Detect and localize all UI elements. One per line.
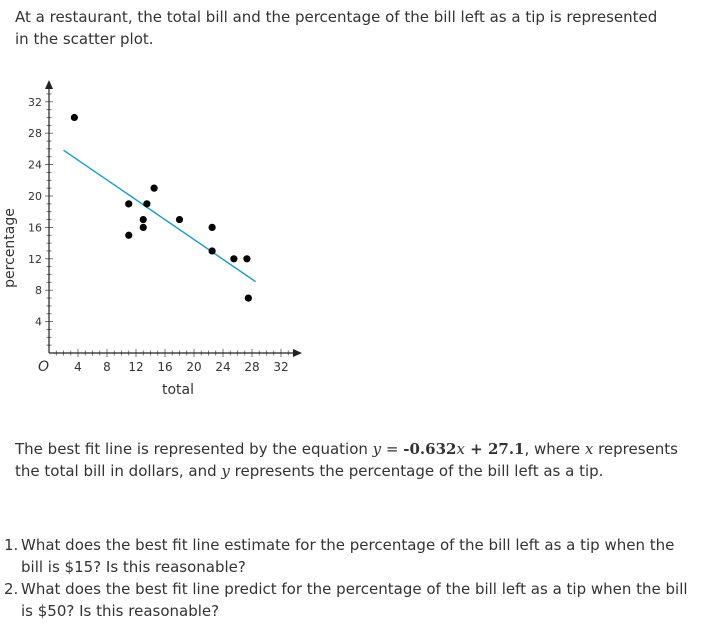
y-axis-label: percentage	[2, 208, 18, 288]
question-item: 1. What does the best fit line estimate f…	[0, 534, 690, 578]
x-tick-label: 24	[215, 360, 230, 374]
origin-label: O	[38, 359, 49, 375]
x-axis-label: total	[162, 382, 194, 398]
data-point	[244, 294, 252, 302]
y-tick-label: 4	[35, 316, 42, 329]
eq-text-after-y: represents the percentage of the bill le…	[229, 462, 604, 480]
question-number: 1.	[4, 536, 19, 554]
y-axis-arrow	[45, 80, 53, 89]
y-tick-label: 20	[28, 190, 42, 203]
eq-y: y	[372, 440, 382, 458]
question-item: 2. What does the best fit line predict fo…	[0, 578, 690, 622]
y-tick-label: 12	[28, 253, 42, 266]
eq-coefficient: -0.632	[403, 440, 457, 458]
var-x: x	[584, 440, 594, 458]
y-tick-label: 28	[28, 127, 42, 140]
question-list: 1. What does the best fit line estimate f…	[0, 534, 690, 622]
eq-equals: =	[381, 440, 404, 458]
data-point	[70, 113, 78, 122]
y-tick-label: 16	[28, 221, 42, 234]
eq-text-middle: , where	[524, 440, 585, 458]
x-tick-label: 32	[273, 360, 288, 374]
y-tick-label: 24	[28, 159, 42, 172]
best-fit-line	[63, 149, 257, 283]
data-point	[143, 200, 151, 208]
data-point	[208, 247, 216, 255]
x-axis-arrow	[293, 349, 302, 357]
intro-text: At a restaurant, the total bill and the …	[15, 8, 658, 48]
data-point	[139, 215, 147, 224]
x-tick-label: 4	[74, 360, 82, 374]
data-point	[175, 215, 184, 224]
eq-x: x	[456, 440, 465, 458]
x-tick-label: 16	[157, 360, 172, 374]
data-point	[125, 200, 133, 208]
eq-intercept: + 27.1	[464, 440, 525, 458]
ticks: 4 8 12 16 20 24 28 32 4 8 12 16 20 24 28 32	[28, 96, 289, 374]
data-point	[243, 255, 251, 263]
data-point	[125, 231, 133, 239]
x-tick-label: 28	[244, 360, 259, 374]
eq-text-before: The best fit line is represented by the …	[15, 440, 373, 458]
data-points	[70, 113, 252, 302]
best-fit-line-group	[63, 149, 257, 283]
axes	[45, 80, 302, 357]
data-point	[208, 223, 216, 231]
y-tick-label: 32	[28, 96, 42, 109]
data-point	[230, 255, 238, 263]
data-point	[150, 184, 158, 192]
equation-paragraph: The best fit line is represented by the …	[15, 438, 680, 482]
y-tick-label: 8	[35, 284, 42, 297]
x-tick-label: 8	[103, 360, 111, 374]
data-point	[139, 223, 147, 231]
x-tick-label: 20	[186, 360, 201, 374]
question-text: What does the best fit line estimate for…	[21, 536, 675, 576]
eq-text-after-x: represents the total bill in dollars, an…	[15, 440, 678, 480]
question-number: 2.	[4, 580, 19, 598]
x-tick-label: 12	[128, 360, 143, 374]
var-y: y	[221, 462, 230, 480]
question-text: What does the best fit line predict for …	[21, 580, 688, 620]
